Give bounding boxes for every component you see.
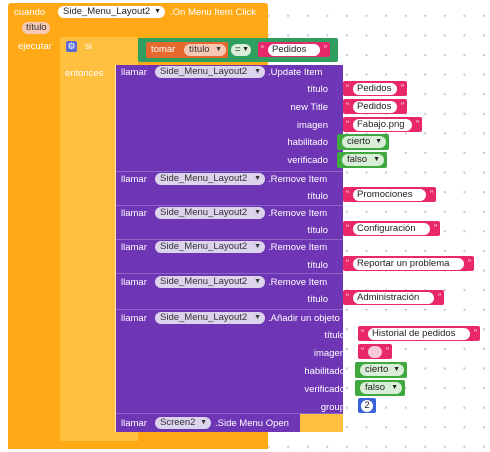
remove-text[interactable]: “Administración” (343, 290, 444, 305)
remove-arg-label: título (307, 294, 328, 305)
update-call-label: llamar (121, 67, 147, 78)
condition-text-value[interactable]: Pedidos (268, 43, 320, 56)
event-do-label: ejecutar (18, 41, 52, 52)
remove-call-label: llamar (121, 242, 147, 253)
remove-arg-label: título (307, 191, 328, 202)
update-arg-label: habilitado (287, 137, 328, 148)
gear-icon[interactable]: ⚙ (66, 41, 77, 52)
remove-method-label: .Remove Item (268, 277, 328, 288)
add-title-text[interactable]: “Historial de pedidos” (358, 326, 480, 341)
add-arg-label: título (324, 330, 345, 341)
update-newtitle-text[interactable]: “Pedidos” (343, 99, 407, 114)
add-component-dropdown[interactable]: Side_Menu_Layout2 ▼ (155, 312, 265, 324)
variable-dropdown[interactable]: título ▼ (184, 44, 226, 56)
event-when-label: cuando (14, 7, 46, 18)
add-arg-label: verificado (304, 384, 345, 395)
update-image-text[interactable]: “Fabajo.png” (343, 117, 422, 132)
update-arg-label: imagen (296, 120, 328, 131)
add-image-text[interactable]: “” (358, 344, 392, 359)
get-variable-block[interactable]: tomar título ▼ (146, 42, 228, 58)
remove-arg-label: título (307, 225, 328, 236)
if-label: si (85, 41, 92, 52)
remove-component-dropdown[interactable]: Side_Menu_Layout2 ▼ (155, 241, 265, 253)
open-call-label: llamar (121, 418, 147, 429)
remove-method-label: .Remove Item (268, 208, 328, 219)
update-title-text[interactable]: “Pedidos” (343, 81, 407, 96)
update-arg-label: new Title (290, 102, 329, 113)
add-checked-bool[interactable]: falso ▼ (355, 380, 405, 396)
remove-component-dropdown[interactable]: Side_Menu_Layout2 ▼ (155, 207, 265, 219)
update-checked-bool[interactable]: falso ▼ (337, 152, 387, 168)
remove-method-label: .Remove Item (268, 174, 328, 185)
add-group-number[interactable]: 2 (358, 398, 376, 413)
open-method-label: .Side Menu Open (215, 418, 289, 429)
add-arg-label: imagen (313, 348, 345, 359)
remove-text[interactable]: “Reportar un problema” (343, 256, 474, 271)
remove-call-label: llamar (121, 174, 147, 185)
get-label: tomar (151, 44, 176, 55)
add-arg-label: habilitado (304, 366, 345, 377)
remove-call-label: llamar (121, 208, 147, 219)
remove-text[interactable]: “Configuración” (343, 221, 440, 236)
update-component-dropdown[interactable]: Side_Menu_Layout2 ▼ (155, 66, 265, 78)
remove-arg-label: título (307, 260, 328, 271)
add-arg-label: group (320, 402, 345, 413)
remove-call-label: llamar (121, 277, 147, 288)
event-component-dropdown[interactable]: Side_Menu_Layout2 ▼ (58, 6, 165, 18)
update-arg-label: título (307, 84, 328, 95)
add-enabled-bool[interactable]: cierto ▼ (355, 362, 407, 378)
then-label: entonces (65, 68, 104, 79)
update-arg-label: verificado (287, 155, 328, 166)
remove-component-dropdown[interactable]: Side_Menu_Layout2 ▼ (155, 173, 265, 185)
event-name-label: .On Menu Item Click (170, 7, 257, 18)
operator-dropdown[interactable]: = ▼ (231, 44, 251, 56)
remove-component-dropdown[interactable]: Side_Menu_Layout2 ▼ (155, 276, 265, 288)
remove-method-label: .Remove Item (268, 242, 328, 253)
condition-text-block[interactable]: “ Pedidos ” (258, 42, 330, 57)
update-enabled-bool[interactable]: cierto ▼ (337, 134, 389, 150)
add-call-label: llamar (121, 313, 147, 324)
update-method-label: .Update Item (268, 67, 323, 78)
add-method-label: .Añadir un objeto (268, 313, 340, 324)
event-param-title[interactable]: título (22, 22, 50, 34)
screen-component-dropdown[interactable]: Screen2 ▼ (155, 417, 211, 429)
remove-text[interactable]: “Promociones” (343, 187, 436, 202)
